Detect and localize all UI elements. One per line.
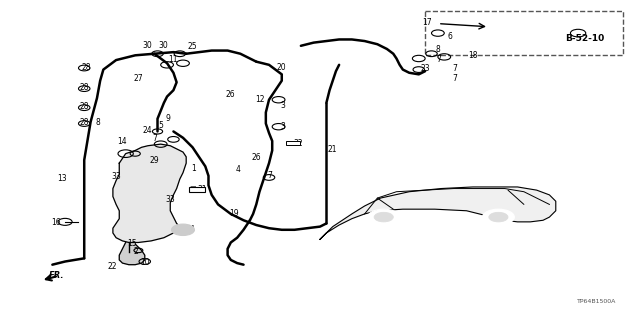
Polygon shape xyxy=(119,243,145,265)
Text: 3: 3 xyxy=(280,122,285,131)
Text: 7: 7 xyxy=(152,134,157,143)
Text: 26: 26 xyxy=(251,153,261,162)
Circle shape xyxy=(489,212,508,222)
Circle shape xyxy=(483,209,515,225)
Text: 7: 7 xyxy=(452,63,458,73)
Text: 1: 1 xyxy=(191,164,196,173)
Text: 30: 30 xyxy=(143,41,152,50)
Text: 20: 20 xyxy=(276,63,286,72)
Text: 7: 7 xyxy=(436,55,441,64)
Text: 28: 28 xyxy=(82,63,91,72)
Text: 5: 5 xyxy=(159,121,164,130)
Text: 17: 17 xyxy=(422,18,431,27)
Text: 28: 28 xyxy=(79,102,88,111)
Text: 15: 15 xyxy=(127,239,136,248)
Text: 29: 29 xyxy=(149,156,159,165)
Text: 30: 30 xyxy=(159,41,168,50)
Text: 11: 11 xyxy=(168,55,178,64)
Circle shape xyxy=(172,224,195,236)
Text: □: □ xyxy=(189,187,196,193)
Text: 2: 2 xyxy=(134,246,139,256)
Text: 14: 14 xyxy=(117,137,127,146)
Polygon shape xyxy=(113,144,186,243)
Text: 10: 10 xyxy=(140,258,150,267)
Text: 6: 6 xyxy=(447,32,452,41)
Text: 12: 12 xyxy=(255,95,264,104)
Text: 16: 16 xyxy=(51,218,61,227)
Text: 26: 26 xyxy=(226,90,236,99)
Text: 22: 22 xyxy=(108,262,117,271)
Text: 13: 13 xyxy=(57,174,67,183)
Text: ⊕: ⊕ xyxy=(179,225,186,234)
Text: TP64B1500A: TP64B1500A xyxy=(577,299,616,304)
Circle shape xyxy=(368,209,399,225)
Text: 31: 31 xyxy=(197,185,207,194)
Text: 9: 9 xyxy=(166,114,171,123)
Polygon shape xyxy=(320,187,556,239)
Text: B-52-10: B-52-10 xyxy=(565,34,604,43)
FancyBboxPatch shape xyxy=(425,11,623,55)
Text: 7: 7 xyxy=(268,172,273,180)
Text: 33: 33 xyxy=(111,172,121,181)
Text: FR.: FR. xyxy=(49,271,65,280)
Text: 24: 24 xyxy=(143,126,152,135)
Text: 8: 8 xyxy=(436,45,441,54)
Text: 8: 8 xyxy=(96,118,100,127)
Text: 23: 23 xyxy=(420,64,430,74)
Text: 28: 28 xyxy=(79,118,88,127)
Text: 28: 28 xyxy=(79,83,88,92)
Text: 3: 3 xyxy=(280,101,285,110)
Text: 27: 27 xyxy=(133,74,143,83)
Circle shape xyxy=(374,212,394,222)
Text: 19: 19 xyxy=(230,209,239,218)
FancyBboxPatch shape xyxy=(189,187,205,192)
Text: 33: 33 xyxy=(165,195,175,204)
FancyBboxPatch shape xyxy=(286,141,300,145)
Text: 21: 21 xyxy=(328,145,337,154)
Text: 4: 4 xyxy=(236,165,241,174)
Text: 18: 18 xyxy=(468,52,478,60)
Text: 7: 7 xyxy=(452,74,458,83)
Text: 25: 25 xyxy=(188,42,197,51)
Text: 34: 34 xyxy=(185,225,195,234)
Text: 32: 32 xyxy=(293,139,303,148)
